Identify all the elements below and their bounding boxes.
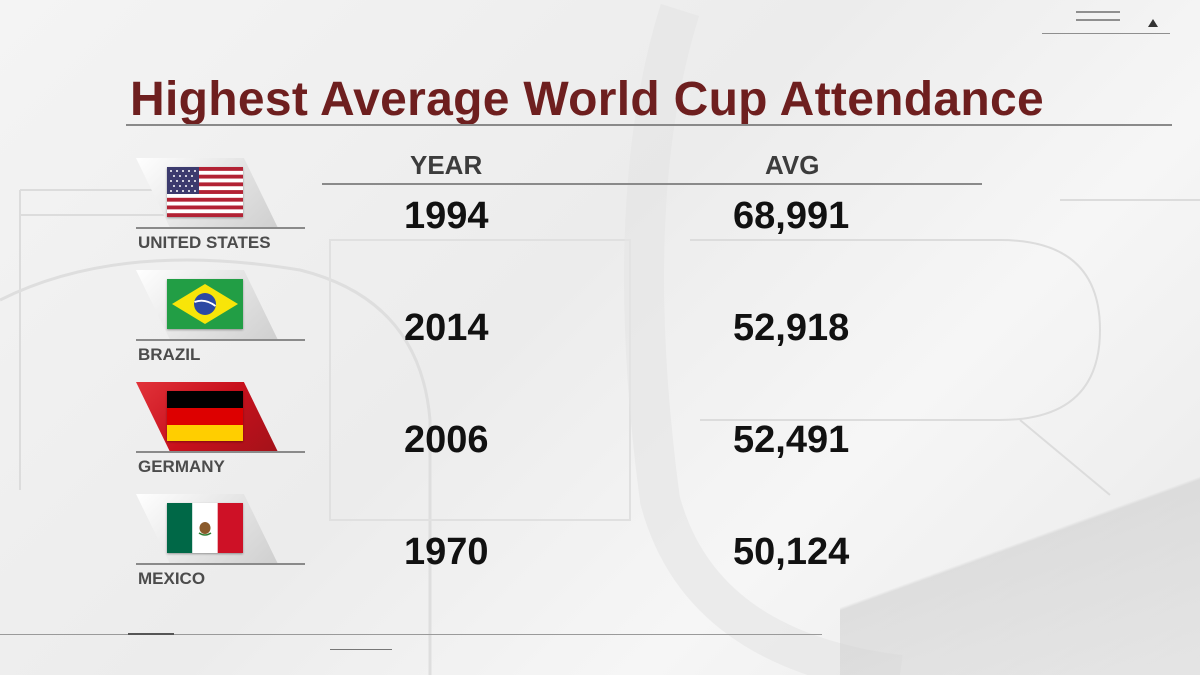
column-header-avg: AVG (765, 150, 820, 180)
year-value: 1970 (404, 531, 489, 573)
column-header-year: YEAR (410, 150, 483, 180)
row-divider (136, 563, 305, 565)
brazil-flag-icon (167, 279, 243, 329)
footer-accent (330, 649, 392, 650)
triangle-up-icon (1148, 19, 1158, 27)
row-divider (136, 227, 305, 229)
title-divider (126, 124, 1172, 126)
year-value: 2006 (404, 419, 489, 461)
corner-divider (1042, 33, 1170, 34)
country-label: GERMANY (138, 457, 225, 476)
year-value: 1994 (404, 195, 489, 237)
footer-accent (128, 633, 174, 635)
avg-value: 52,918 (733, 307, 850, 349)
country-label: MEXICO (138, 569, 206, 588)
row-divider (136, 339, 305, 341)
country-label: UNITED STATES (138, 233, 271, 252)
mexico-flag-icon (167, 503, 243, 553)
menu-lines-icon (1076, 11, 1120, 27)
header-divider (322, 183, 982, 185)
avg-value: 68,991 (733, 195, 850, 237)
page-title: Highest Average World Cup Attendance (130, 73, 1045, 126)
usa-flag-icon (167, 167, 243, 217)
year-value: 2014 (404, 307, 489, 349)
row-divider (136, 451, 305, 453)
country-label: BRAZIL (138, 345, 201, 364)
footer-divider (0, 634, 822, 635)
germany-flag-icon (167, 391, 243, 441)
avg-value: 52,491 (733, 419, 850, 461)
avg-value: 50,124 (733, 531, 850, 573)
